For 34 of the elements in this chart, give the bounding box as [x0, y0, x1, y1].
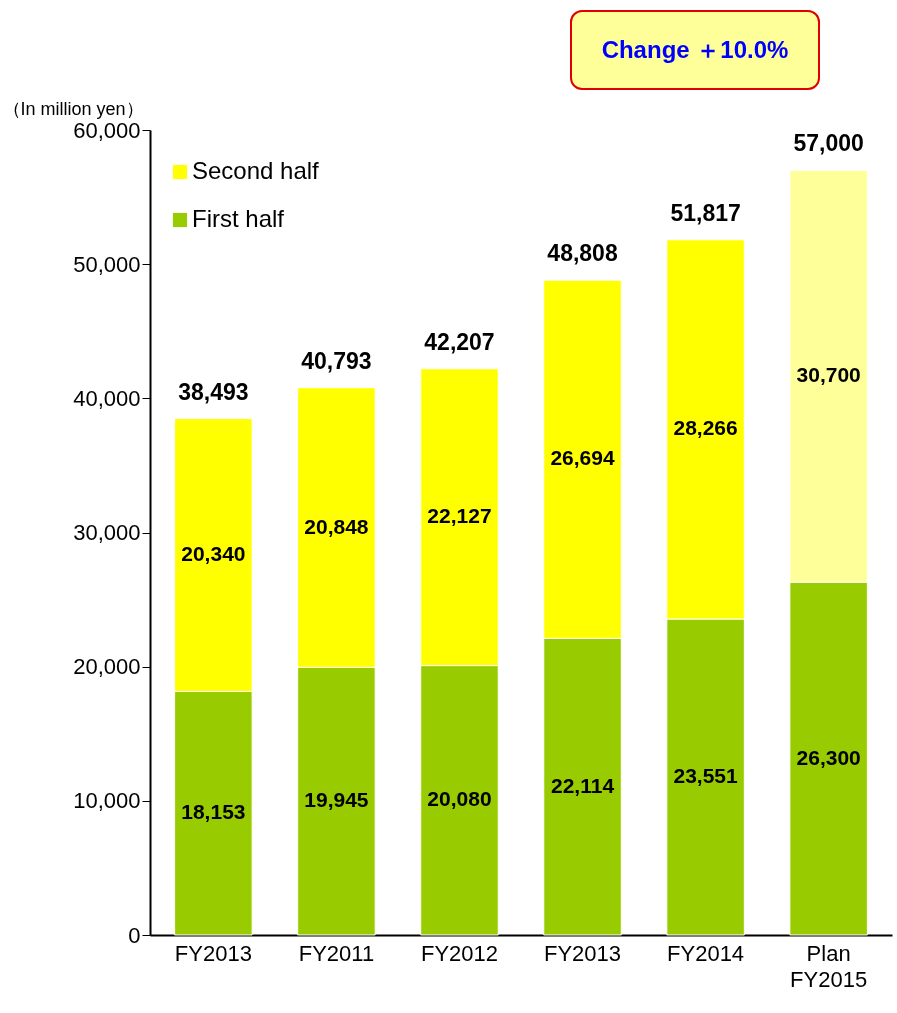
total-label: 40,793: [301, 347, 372, 374]
y-tick-label: 40,000: [73, 385, 141, 411]
data-label: 20,340: [181, 542, 246, 565]
y-tick-label: 10,000: [73, 788, 141, 814]
data-label: 26,694: [550, 446, 615, 470]
x-tick-label: Plan FY2015: [790, 940, 868, 992]
data-label: 26,300: [796, 745, 861, 769]
total-label: 42,207: [424, 328, 495, 355]
data-label: 23,551: [673, 764, 739, 788]
data-label: 22,127: [427, 504, 492, 528]
total-label: 57,000: [793, 130, 864, 157]
data-label: 30,700: [796, 363, 861, 387]
speech-bubble: Change ＋10.0%: [570, 10, 820, 90]
data-label: 20,848: [304, 514, 369, 538]
data-label: 18,153: [181, 800, 246, 824]
y-tick-label: 30,000: [73, 520, 141, 545]
x-tick-label: FY2013: [174, 940, 252, 966]
y-tick-label: 20,000: [73, 654, 141, 680]
legend-label: Second half: [192, 157, 320, 184]
data-label: 19,945: [304, 788, 369, 812]
total-label: 51,817: [670, 199, 741, 226]
total-label: 38,493: [178, 378, 249, 405]
x-tick-label: FY2013: [543, 940, 622, 966]
y-tick-label: 50,000: [73, 251, 141, 277]
x-tick-label: FY2014: [667, 940, 745, 966]
x-tick-label: FY2012: [420, 940, 499, 966]
data-label: 28,266: [673, 416, 738, 440]
legend-label: First half: [192, 205, 285, 232]
data-label: 22,114: [550, 773, 615, 797]
y-axis-title: （In million yen）: [2, 98, 144, 119]
x-tick-label: FY2011: [298, 940, 375, 966]
data-label: 20,080: [427, 787, 492, 811]
y-tick-label: 0: [128, 922, 141, 948]
total-label: 48,808: [547, 240, 618, 267]
